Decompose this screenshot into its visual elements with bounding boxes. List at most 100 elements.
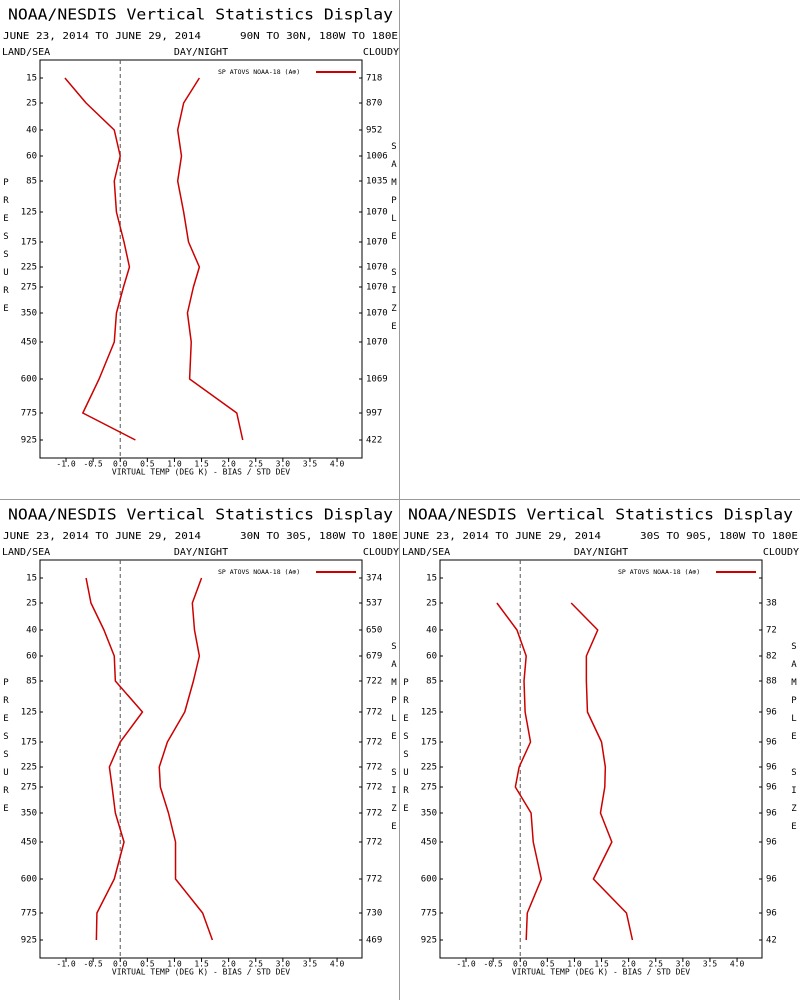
profile-line xyxy=(570,602,634,941)
sample-size: 96 xyxy=(766,738,777,748)
pressure-label: 600 xyxy=(21,875,37,885)
pressure-label: 15 xyxy=(426,574,437,584)
sample-size: 997 xyxy=(366,409,382,419)
pressure-label: 925 xyxy=(421,936,437,946)
pressure-label: 25 xyxy=(426,599,437,609)
pressure-label: 15 xyxy=(26,74,37,84)
x-tick-label: 3.5 xyxy=(303,460,318,469)
sample-size: 679 xyxy=(366,652,382,662)
pressure-label: 775 xyxy=(21,909,37,919)
profile-line xyxy=(176,77,244,441)
x-tick-label: -0.5 xyxy=(83,960,102,969)
sample-size: 1070 xyxy=(366,338,388,348)
x-tick-label: 0.5 xyxy=(140,960,155,969)
x-tick-label: 4.0 xyxy=(330,960,345,969)
x-tick-label: 1.0 xyxy=(167,960,182,969)
x-tick-label: 3.0 xyxy=(676,960,691,969)
x-tick-label: 0.5 xyxy=(140,460,155,469)
x-tick-label: 2.5 xyxy=(249,960,264,969)
x-tick-label: -1.0 xyxy=(56,460,75,469)
x-tick-label: -1.0 xyxy=(456,960,475,969)
sample-size: 96 xyxy=(766,838,777,848)
sample-size: 88 xyxy=(766,677,777,687)
chart-title: NOAA/NESDIS Vertical Statistics Display xyxy=(8,6,393,24)
sample-size: 42 xyxy=(766,936,777,946)
pressure-label: 15 xyxy=(26,574,37,584)
x-tick-label: 4.0 xyxy=(730,960,745,969)
land-label: LAND/SEA xyxy=(2,547,50,558)
x-tick-label: 2.0 xyxy=(221,460,236,469)
pressure-label: 225 xyxy=(21,263,37,273)
pressure-label: 450 xyxy=(21,338,37,348)
pressure-label: 125 xyxy=(21,208,37,218)
pressure-label: 925 xyxy=(21,936,37,946)
x-tick-label: 3.5 xyxy=(303,960,318,969)
legend-label: SP ATOVS NOAA-18 (A⊕) xyxy=(618,568,700,576)
pressure-label: 85 xyxy=(26,677,37,687)
day-label: DAY/NIGHT xyxy=(174,547,228,558)
x-tick-label: 3.5 xyxy=(703,960,718,969)
pressure-label: 60 xyxy=(26,152,37,162)
x-tick-label: 1.0 xyxy=(567,960,582,969)
sample-size: 96 xyxy=(766,708,777,718)
pressure-label: 125 xyxy=(21,708,37,718)
sample-size: 1006 xyxy=(366,152,388,162)
x-tick-label: 3.0 xyxy=(276,460,291,469)
sample-size: 96 xyxy=(766,875,777,885)
pressure-label: 175 xyxy=(421,738,437,748)
pressure-label: 450 xyxy=(421,838,437,848)
x-tick-label: 1.0 xyxy=(167,460,182,469)
sample-size: 1069 xyxy=(366,375,388,385)
pressure-label: 600 xyxy=(421,875,437,885)
x-tick-label: -0.5 xyxy=(83,460,102,469)
sample-size: 96 xyxy=(766,909,777,919)
pressure-label: 175 xyxy=(21,238,37,248)
pressure-label: 275 xyxy=(21,283,37,293)
pressure-label: 775 xyxy=(421,909,437,919)
chart-title: NOAA/NESDIS Vertical Statistics Display xyxy=(8,506,393,524)
sample-size: 1070 xyxy=(366,283,388,293)
sample-size: 772 xyxy=(366,783,382,793)
panel: NOAA/NESDIS Vertical Statistics Display J… xyxy=(2,6,399,477)
legend-label: SP ATOVS NOAA-18 (A⊕) xyxy=(218,568,300,576)
pressure-label: 225 xyxy=(21,763,37,773)
pressure-label: 40 xyxy=(26,626,37,636)
pressure-label: 125 xyxy=(421,708,437,718)
pressure-label: 60 xyxy=(26,652,37,662)
cloud-label: CLOUDY xyxy=(763,547,799,558)
x-tick-label: 2.5 xyxy=(249,460,264,469)
sample-size: 772 xyxy=(366,763,382,773)
land-label: LAND/SEA xyxy=(402,547,450,558)
pressure-label: 925 xyxy=(21,436,37,446)
pressure-label: 40 xyxy=(26,126,37,136)
sample-size: 772 xyxy=(366,708,382,718)
pressure-label: 175 xyxy=(21,738,37,748)
x-tick-label: -1.0 xyxy=(56,960,75,969)
cloud-label: CLOUDY xyxy=(363,547,399,558)
plot-frame xyxy=(439,559,763,959)
sample-size: 772 xyxy=(366,875,382,885)
subtitle: JUNE 23, 2014 TO JUNE 29, 2014 xyxy=(3,31,201,42)
sample-size: 772 xyxy=(366,809,382,819)
sample-size: 537 xyxy=(366,599,382,609)
sample-size: 38 xyxy=(766,599,777,609)
x-tick-label: 3.0 xyxy=(276,960,291,969)
chart-title: NOAA/NESDIS Vertical Statistics Display xyxy=(408,506,793,524)
sample-size: 730 xyxy=(366,909,382,919)
sample-size: 96 xyxy=(766,783,777,793)
x-tick-label: 0.0 xyxy=(113,460,128,469)
pressure-label: 60 xyxy=(426,652,437,662)
pressure-label: 85 xyxy=(426,677,437,687)
x-tick-label: 0.0 xyxy=(113,960,128,969)
sample-size: 772 xyxy=(366,738,382,748)
x-tick-label: 2.0 xyxy=(221,960,236,969)
sample-size: 772 xyxy=(366,838,382,848)
x-axis-label: VIRTUAL TEMP (DEG K) - BIAS / STD DEV xyxy=(512,968,690,977)
